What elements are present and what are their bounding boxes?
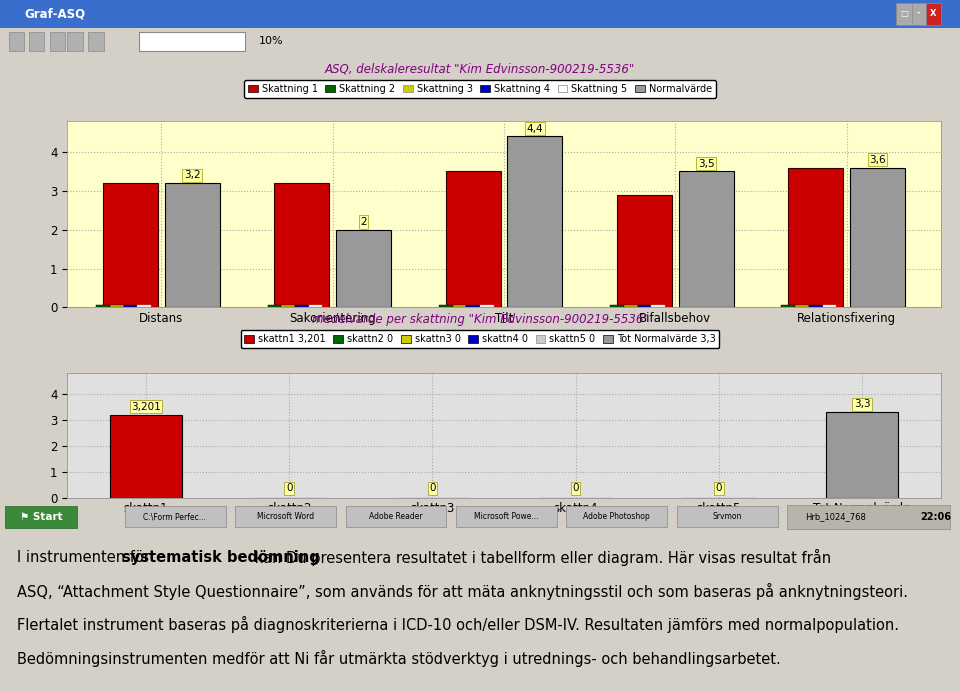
- Bar: [88, 32, 104, 51]
- Text: Hrb_1024_768: Hrb_1024_768: [804, 512, 866, 522]
- Bar: [336, 229, 391, 307]
- Bar: [309, 305, 323, 307]
- Bar: [439, 305, 452, 307]
- Legend: skattn1 3,201, skattn2 0, skattn3 0, skattn4 0, skattn5 0, Tot Normalvärde 3,3: skattn1 3,201, skattn2 0, skattn3 0, ska…: [241, 330, 719, 348]
- Text: 2: 2: [360, 217, 367, 227]
- Bar: [809, 305, 823, 307]
- Text: 0: 0: [572, 484, 579, 493]
- Text: 3,2: 3,2: [184, 171, 201, 180]
- Bar: [823, 305, 836, 307]
- Bar: [275, 183, 329, 307]
- Text: Flertalet instrument baseras på diagnoskriterierna i ICD-10 och/eller DSM-IV. Re: Flertalet instrument baseras på diagnosk…: [17, 616, 900, 634]
- Bar: [827, 412, 898, 498]
- Bar: [788, 168, 843, 307]
- Text: Graf-ASQ: Graf-ASQ: [24, 8, 85, 20]
- Bar: [896, 3, 912, 25]
- Bar: [139, 32, 245, 51]
- Bar: [452, 305, 467, 307]
- Bar: [235, 507, 336, 527]
- Bar: [910, 3, 926, 25]
- Bar: [637, 305, 651, 307]
- Bar: [508, 137, 563, 307]
- Bar: [295, 305, 309, 307]
- Text: I instrumenten för: I instrumenten för: [17, 550, 155, 565]
- Text: Bedömningsinstrumenten medför att Ni får utmärkta stödverktyg i utrednings- och : Bedömningsinstrumenten medför att Ni får…: [17, 650, 781, 668]
- Bar: [480, 305, 493, 307]
- Text: ASQ, “Attachment Style Questionnaire”, som används för att mäta anknytningsstil : ASQ, “Attachment Style Questionnaire”, s…: [17, 583, 908, 600]
- Bar: [611, 305, 624, 307]
- Bar: [110, 305, 124, 307]
- Text: 3,201: 3,201: [132, 401, 161, 412]
- Text: kan Du presentera resultatet i tabellform eller diagram. Här visas resultat från: kan Du presentera resultatet i tabellfor…: [251, 549, 831, 566]
- Text: medelvärde per skattning "Kim Edvinsson-900219-5536": medelvärde per skattning "Kim Edvinsson-…: [312, 313, 648, 325]
- Text: ASQ, delskaleresultat "Kim Edvinsson-900219-5536": ASQ, delskaleresultat "Kim Edvinsson-900…: [324, 63, 636, 75]
- Bar: [103, 183, 158, 307]
- Bar: [50, 32, 65, 51]
- Bar: [29, 32, 44, 51]
- Bar: [456, 507, 557, 527]
- Text: Adobe Photoshop: Adobe Photoshop: [583, 512, 650, 522]
- Bar: [137, 305, 151, 307]
- Text: 0: 0: [429, 484, 436, 493]
- Legend: Skattning 1, Skattning 2, Skattning 3, Skattning 4, Skattning 5, Normalvärde: Skattning 1, Skattning 2, Skattning 3, S…: [244, 80, 716, 98]
- Text: 3,6: 3,6: [869, 155, 886, 164]
- Text: Srvmon: Srvmon: [712, 512, 741, 522]
- Text: □: □: [900, 9, 908, 19]
- Text: 4,4: 4,4: [526, 124, 543, 133]
- Bar: [467, 305, 480, 307]
- Bar: [281, 305, 295, 307]
- Bar: [624, 305, 637, 307]
- Text: 3,3: 3,3: [853, 399, 871, 409]
- Bar: [268, 305, 281, 307]
- Bar: [651, 305, 665, 307]
- Text: 0: 0: [715, 484, 722, 493]
- Bar: [110, 415, 181, 498]
- Bar: [96, 305, 110, 307]
- Bar: [165, 183, 220, 307]
- Bar: [67, 32, 83, 51]
- Bar: [9, 32, 24, 51]
- Bar: [850, 168, 905, 307]
- Text: 3,5: 3,5: [698, 159, 714, 169]
- Text: systematisk bedömning: systematisk bedömning: [122, 550, 320, 565]
- Bar: [795, 305, 809, 307]
- Text: 0: 0: [286, 484, 293, 493]
- Text: 10%: 10%: [259, 37, 284, 46]
- Bar: [781, 305, 795, 307]
- Bar: [566, 507, 667, 527]
- Text: Microsoft Powe...: Microsoft Powe...: [473, 512, 539, 522]
- Text: -: -: [917, 9, 921, 19]
- Text: 22:06: 22:06: [921, 512, 951, 522]
- Bar: [346, 507, 446, 527]
- Text: X: X: [930, 9, 936, 19]
- Text: Adobe Reader: Adobe Reader: [369, 512, 422, 522]
- Text: ⚑ Start: ⚑ Start: [20, 512, 62, 522]
- Bar: [679, 171, 733, 307]
- Text: Microsoft Word: Microsoft Word: [256, 512, 314, 522]
- Bar: [924, 3, 941, 25]
- Bar: [617, 195, 672, 307]
- Bar: [124, 305, 137, 307]
- Bar: [5, 506, 77, 528]
- Bar: [677, 507, 778, 527]
- Bar: [125, 507, 226, 527]
- Text: C:\Form Perfec...: C:\Form Perfec...: [143, 512, 206, 522]
- Bar: [787, 505, 950, 529]
- Bar: [445, 171, 500, 307]
